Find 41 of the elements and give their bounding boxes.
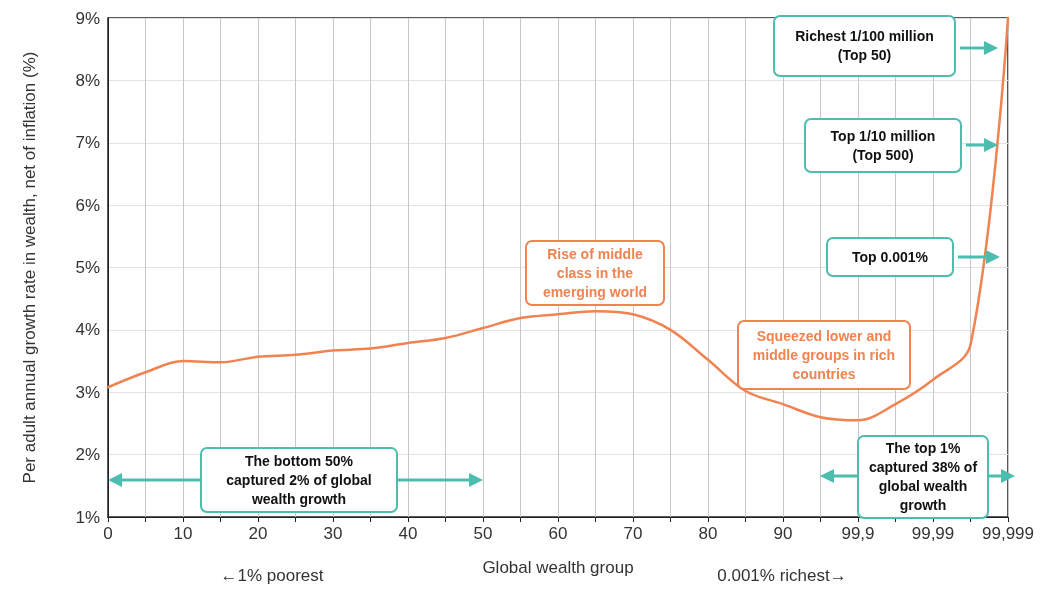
x-tick-label: 70: [623, 524, 643, 543]
annotation: The bottom 50% captured 2% of global wealth growth: [226, 451, 372, 509]
label-box: Squeezed lower and middle groups in rich countries: [737, 320, 911, 390]
x-tick-label: 50: [473, 524, 493, 543]
x-tick-label: 30: [323, 524, 343, 543]
y-tick-label: 9%: [75, 8, 100, 28]
annotation: Richest 1/100 million (Top 50): [794, 27, 935, 65]
y-tick-label: 4%: [75, 320, 100, 340]
x-tick-label: 99,9: [841, 524, 875, 543]
x-tick-label: 20: [248, 524, 268, 543]
label-box: The bottom 50% captured 2% of global wealth growth: [200, 447, 398, 513]
label-box: Top 1/10 million (Top 500): [804, 118, 962, 173]
x-tick-label: 0: [103, 524, 113, 543]
x-tick-label: 10: [173, 524, 193, 543]
x-axis-title: Global wealth group: [482, 558, 634, 577]
x-tick-label: 40: [398, 524, 418, 543]
y-tick-label: 8%: [75, 70, 100, 90]
text: ←1% poorest: [219, 566, 325, 586]
x-tick-label: 99,999: [982, 524, 1034, 543]
annotation: Top 0.001%: [852, 247, 928, 267]
y-tick-label: 6%: [75, 195, 100, 215]
label-box: Richest 1/100 million (Top 50): [773, 15, 956, 77]
x-tick-label: 80: [698, 524, 718, 543]
text: 0.001% richest→: [716, 566, 848, 586]
x-tick-label: 99,99: [911, 524, 955, 543]
annotation: The top 1% captured 38% of global wealth growth: [867, 439, 979, 515]
y-tick-label: 5%: [75, 258, 100, 277]
x-tick-label: 60: [548, 524, 568, 543]
y-tick-label: 7%: [75, 133, 100, 153]
annotation: Squeezed lower and middle groups in rich countries: [751, 326, 897, 384]
y-tick-label: 2%: [75, 445, 100, 465]
label-box: Top 0.001%: [826, 237, 954, 277]
y-axis-title: Per adult annual growth rate in wealth, net of inflation (%): [20, 51, 39, 484]
annotation: Top 1/10 million (Top 500): [829, 126, 937, 165]
y-tick-label: 3%: [75, 382, 100, 402]
label-box: Rise of middle class in the emerging world: [525, 240, 665, 306]
x-tick-label: 90: [773, 524, 793, 543]
y-tick-label: 1%: [75, 507, 100, 527]
annotation: Rise of middle class in the emerging world: [541, 244, 649, 302]
label-box: The top 1% captured 38% of global wealth growth: [857, 435, 989, 519]
line-series: [106, 16, 1010, 422]
